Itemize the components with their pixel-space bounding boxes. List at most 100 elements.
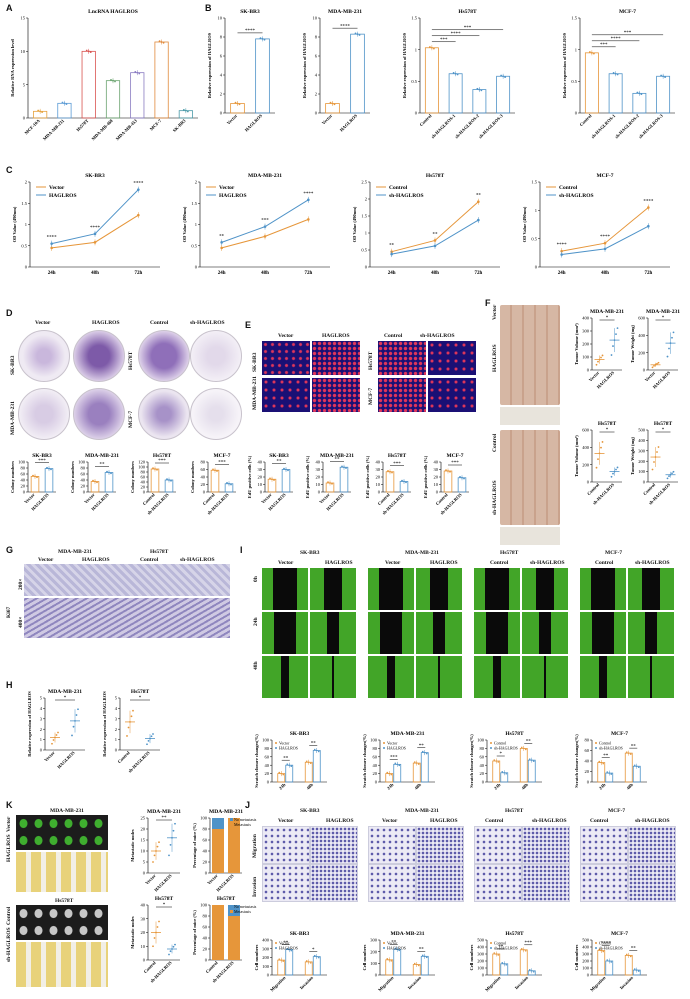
chart-title: MDA-MB-231 (391, 731, 425, 737)
data-point (493, 952, 496, 954)
data-point (502, 75, 505, 78)
wound-image (310, 612, 356, 654)
panel-label-b: B (205, 3, 212, 13)
cell-front (522, 656, 544, 698)
data-point (343, 466, 345, 469)
y-tick-label: 80 (585, 738, 590, 743)
y-tick-label: 0 (205, 871, 208, 876)
data-point (138, 72, 141, 75)
y-tick-label: 30 (258, 467, 263, 472)
data-point (590, 51, 593, 54)
data-point (390, 960, 393, 962)
data-point (282, 773, 285, 776)
y-tick-label: 0 (203, 490, 206, 495)
data-point (153, 854, 156, 857)
i-label-mcf: MCF-7 (605, 550, 623, 556)
significance-label: *** (464, 26, 472, 31)
data-point (396, 763, 399, 766)
data-point (662, 75, 665, 78)
data-point (520, 948, 523, 950)
data-point (75, 714, 78, 716)
j-label-hs: Hs578T (505, 808, 524, 814)
x-tick-label: Vector (260, 492, 272, 504)
bar (424, 47, 439, 114)
significance-label: **** (643, 200, 654, 205)
cell-front (474, 656, 493, 698)
wound-image (310, 656, 356, 698)
y-tick-label: 40 (480, 763, 485, 768)
data-point (637, 970, 640, 972)
data-point (524, 950, 527, 952)
data-point (280, 959, 283, 961)
y-tick-label: 20 (141, 485, 146, 490)
x-tick-label: Vector (206, 873, 218, 885)
y-tick-label: 60 (201, 467, 206, 472)
y-tick-label: 100 (582, 355, 590, 360)
data-point (71, 734, 73, 737)
legend-label: Vector (219, 185, 235, 191)
data-point (615, 333, 617, 336)
data-point (651, 468, 654, 471)
chart-title: MDA-MB-231 (48, 689, 82, 695)
x-tick-label: HAGLROS (56, 750, 76, 770)
y-tick-label: 0 (378, 490, 381, 495)
data-point (261, 38, 264, 40)
wound-image (628, 568, 674, 610)
y-tick-label: 40 (373, 763, 378, 768)
data-point (313, 748, 316, 751)
y-tick-label: 120 (138, 460, 146, 465)
data-point (610, 354, 613, 356)
y-axis-label: EdU positive cells (%) (247, 455, 252, 498)
j-label-vector-2: Vector (382, 818, 398, 824)
data-point (476, 87, 479, 90)
y-tick-label: 40 (21, 478, 26, 483)
data-point (654, 363, 657, 366)
y-tick-label: 1.5 (571, 16, 577, 21)
chart-title: Hs578T (131, 689, 150, 695)
y-tick-label: 2 (220, 92, 222, 97)
data-point (160, 41, 163, 43)
data-point (212, 468, 214, 471)
significance-label: ** (419, 948, 425, 953)
y-tick-label: 100 (200, 816, 208, 821)
y-tick-label: 40 (201, 475, 206, 480)
y-tick-label: 400 (582, 945, 590, 950)
data-point (286, 947, 289, 950)
x-tick-label: 72h (474, 271, 482, 276)
chart-title: Hs578T (654, 421, 673, 427)
y-tick-label: 0 (375, 973, 378, 978)
x-tick-label: Invasion (299, 975, 315, 991)
bar (304, 761, 313, 783)
data-point (671, 336, 673, 339)
y-tick-label: 0 (318, 490, 321, 495)
y-tick-label: 400 (638, 438, 646, 443)
y-tick-label: 1.5 (21, 201, 27, 206)
data-point (87, 50, 90, 53)
transwell-image (580, 864, 628, 902)
x-tick-label: sh-HAGLROS-2 (454, 113, 481, 140)
y-tick-label: 4 (115, 706, 118, 711)
edu-mda-vector (262, 378, 310, 412)
y-tick-label: 0 (83, 490, 86, 495)
y-axis-label: Cell numbers (574, 944, 579, 970)
data-point (127, 726, 130, 729)
data-point (152, 945, 154, 948)
y-tick-label: 500 (477, 938, 485, 943)
data-point (504, 76, 507, 78)
data-point (660, 74, 663, 77)
chart-title: LncRNA HAGLROS (88, 9, 138, 15)
y-tick-label: 5 (23, 82, 26, 87)
data-point (666, 355, 669, 358)
data-point (625, 953, 628, 956)
y-tick-label: 15 (21, 16, 26, 21)
data-point (456, 73, 459, 76)
data-point (152, 861, 154, 863)
legend-swatch (230, 818, 233, 821)
data-point (89, 51, 92, 54)
bar-metastasis (228, 916, 240, 960)
x-tick-label: 48h (520, 782, 529, 791)
data-point (598, 760, 601, 763)
significance-label: ** (283, 756, 289, 761)
g-label-control: Control (140, 557, 159, 563)
y-tick-label: 20 (141, 930, 146, 935)
